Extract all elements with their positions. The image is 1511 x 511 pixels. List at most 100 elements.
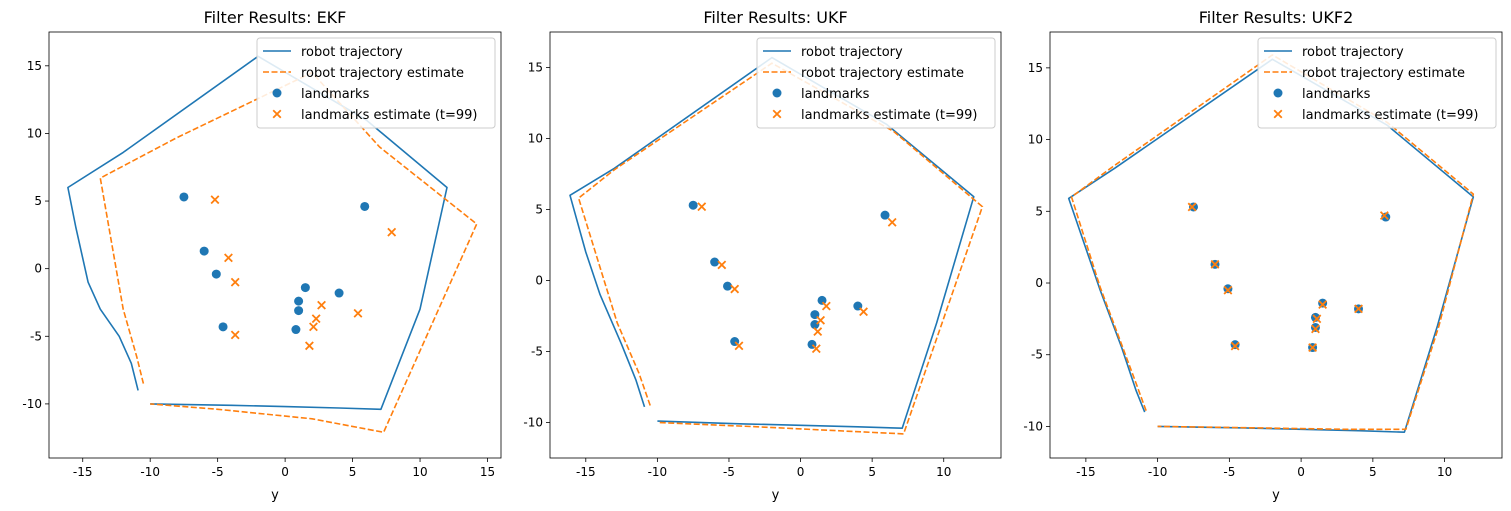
y-tick-label: 10 [528, 132, 543, 146]
x-tick-label: -10 [140, 465, 160, 479]
landmark-point [810, 320, 820, 330]
legend-label: landmarks estimate (t=99) [301, 108, 478, 123]
x-tick-label: -15 [576, 465, 596, 479]
legend: robot trajectory robot trajectory estimat… [756, 37, 996, 129]
landmark-estimate-point [859, 307, 868, 317]
legend-label: robot trajectory estimate [301, 66, 464, 81]
landmark-estimate-point [230, 277, 240, 287]
landmark-estimate-point [1379, 211, 1389, 221]
legend-label: robot trajectory [301, 45, 403, 60]
y-tick-label: -10 [1023, 419, 1043, 433]
y-tick-label: 10 [27, 126, 42, 140]
legend-marker-landmark-estimate [272, 109, 282, 119]
landmark-estimate-point [1210, 259, 1220, 269]
x-tick-label: -10 [648, 465, 668, 479]
y-tick-label: 0 [535, 274, 543, 288]
y-tick-label: 15 [528, 61, 543, 75]
legend-marker-landmark [1273, 88, 1283, 98]
landmark-estimate-point [1308, 343, 1318, 352]
landmark-estimate-point [887, 217, 897, 227]
landmark-point [1230, 340, 1240, 350]
legend: robot trajectory robot trajectory estimat… [256, 37, 496, 129]
legend-label: robot trajectory [801, 45, 903, 60]
landmark-point [334, 288, 344, 298]
landmark-point [199, 246, 209, 256]
landmark-estimate-point [210, 195, 220, 205]
x-tick-label: 0 [281, 465, 289, 479]
legend-label: robot trajectory [1302, 45, 1404, 60]
landmark-estimate-point [304, 341, 314, 351]
x-tick-label: 5 [349, 465, 357, 479]
landmark-point [211, 269, 221, 279]
landmark-estimate-point [1311, 324, 1320, 334]
landmark-point [179, 192, 189, 202]
chart-panel-1: Filter Results: EKF -15 -10 -5 0 5 10 15 -10 -5 0 5… [22, 8, 502, 503]
x-tick-label: 0 [1297, 465, 1305, 479]
y-tick-label: -10 [523, 416, 543, 430]
y-tick-label: 5 [34, 194, 42, 208]
y-tick-label: -10 [22, 397, 42, 411]
x-axis-label: y [772, 488, 780, 503]
axes-frame [1049, 31, 1503, 459]
landmark-estimate-point [811, 344, 821, 354]
landmark-estimate-point [230, 330, 240, 340]
landmark-point [294, 306, 304, 316]
x-tick-label: -5 [1223, 465, 1235, 479]
landmark-point [710, 257, 720, 267]
legend-box [756, 37, 996, 129]
y-tick-label: 0 [1035, 276, 1043, 290]
y-tick-label: 15 [1028, 61, 1043, 75]
x-tick-label: 10 [412, 465, 427, 479]
y-tick-label: 5 [1035, 204, 1043, 218]
landmark-estimate-point [717, 260, 727, 270]
y-tick-label: 5 [535, 203, 543, 217]
y-tick-label: -5 [30, 329, 42, 343]
landmark-estimate-point [1354, 304, 1363, 314]
legend-label: landmarks [301, 87, 370, 102]
legend-label: robot trajectory estimate [801, 66, 964, 81]
plot-area [1067, 54, 1475, 434]
landmark-estimate-point [821, 301, 831, 311]
landmark-estimate-point [309, 322, 318, 332]
legend-label: landmarks [1302, 87, 1371, 102]
x-tick-label: 0 [797, 465, 805, 479]
x-tick-label: 10 [1437, 465, 1452, 479]
y-tick-label: -5 [1031, 348, 1043, 362]
landmark-point [1223, 284, 1233, 294]
landmark-point [688, 200, 698, 210]
legend-marker-landmark-estimate [772, 109, 782, 119]
landmark-point [291, 325, 301, 335]
x-tick-label: 5 [868, 465, 876, 479]
legend-label: landmarks [801, 87, 870, 102]
x-tick-label: -10 [1148, 465, 1168, 479]
landmark-point [294, 296, 304, 306]
landmark-estimate-point [1230, 341, 1240, 351]
trajectory-estimate-line [577, 62, 984, 435]
x-tick-label: 5 [1369, 465, 1377, 479]
x-tick-label: -15 [73, 465, 93, 479]
legend-marker-landmark [272, 88, 282, 98]
legend: robot trajectory robot trajectory estimat… [1257, 37, 1497, 129]
legend-marker-landmark-estimate [1273, 109, 1283, 119]
x-tick-label: 10 [936, 465, 951, 479]
chart-title: Filter Results: EKF [204, 8, 347, 27]
landmark-estimate-point [697, 202, 707, 212]
legend-label: landmarks estimate (t=99) [801, 108, 978, 123]
x-axis-label: y [271, 488, 279, 503]
landmark-point [218, 322, 228, 332]
landmark-estimate-point [1318, 300, 1328, 309]
landmark-estimate-point [353, 308, 363, 318]
y-tick-label: -5 [531, 345, 543, 359]
landmark-estimate-point [734, 341, 744, 351]
landmark-estimate-point [317, 300, 326, 310]
x-tick-label: -5 [212, 465, 224, 479]
landmark-point [723, 281, 733, 291]
landmark-estimate-point [730, 284, 740, 294]
axes-frame [48, 31, 502, 459]
landmark-estimate-point [1312, 314, 1322, 324]
landmark-point [1310, 322, 1320, 332]
legend-marker-landmark [772, 88, 782, 98]
y-tick-label: 15 [27, 59, 42, 73]
landmark-point [880, 210, 890, 220]
